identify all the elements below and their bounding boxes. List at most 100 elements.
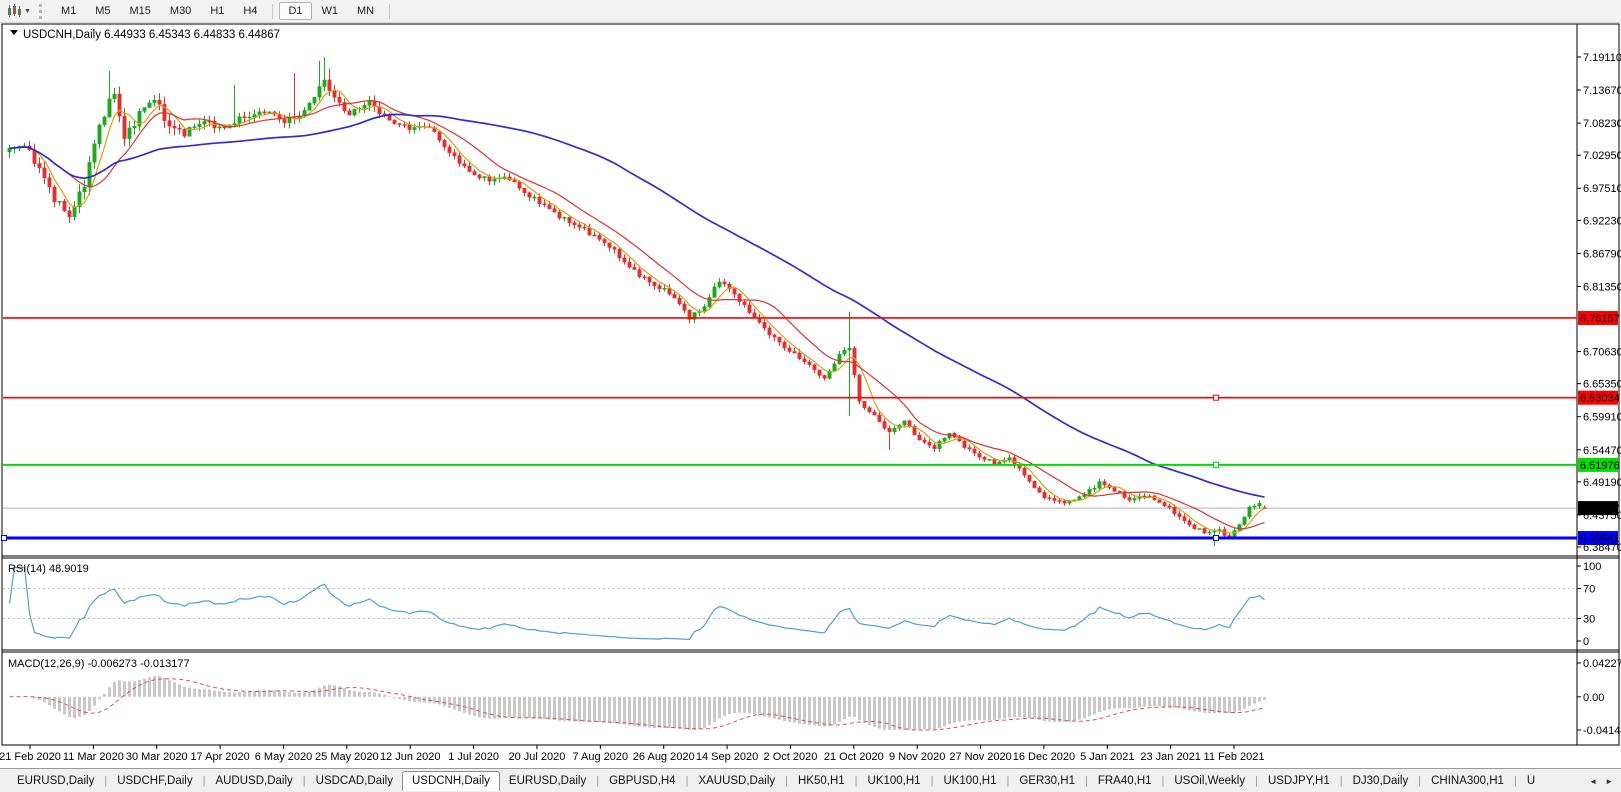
date-label: 23 Jan 2021: [1140, 751, 1201, 763]
price-tick-label: 6.81350: [1583, 281, 1621, 293]
tab-separator: |: [1339, 774, 1343, 787]
price-tick-label: 7.08230: [1583, 118, 1621, 130]
macd-signal-line: [9, 678, 1265, 731]
level-price-badge: [1578, 390, 1618, 405]
level-marker[interactable]: [1213, 461, 1219, 468]
tab-gbpusd-h4[interactable]: GBPUSD,H4: [609, 774, 676, 787]
level-marker[interactable]: [1213, 394, 1219, 401]
tab-uk100-h1[interactable]: UK100,H1: [943, 774, 997, 787]
level-price-badge-label: 6.39941: [1580, 533, 1620, 545]
tab-audusd-daily[interactable]: AUDUSD,Daily: [215, 774, 293, 787]
tab-usdchf-daily[interactable]: USDCHF,Daily: [117, 774, 193, 787]
current-price-badge-label: 6.44867: [1580, 503, 1620, 515]
level-marker[interactable]: [1, 535, 7, 542]
tab-eurusd-daily[interactable]: EURUSD,Daily: [17, 774, 95, 787]
toolbar-separator: [389, 3, 391, 19]
date-label: 20 Jul 2020: [509, 751, 566, 763]
tab-usdcad-daily[interactable]: USDCAD,Daily: [315, 774, 393, 787]
level-price-badge-label: 6.51976: [1580, 460, 1620, 472]
date-label: 7 Aug 2020: [572, 751, 628, 763]
timeframe-button-w1[interactable]: W1: [313, 2, 348, 20]
date-label: 21 Feb 2020: [0, 751, 61, 763]
tab-scroll-left-icon[interactable]: ◄: [1589, 776, 1598, 786]
macd-scale-label: 0.00: [1583, 692, 1604, 704]
date-label: 16 Dec 2020: [1013, 751, 1075, 763]
date-label: 5 Jan 2021: [1080, 751, 1134, 763]
price-tick-label: 6.92230: [1583, 215, 1621, 227]
tab-u[interactable]: U: [1526, 774, 1536, 787]
timeframe-button-m30[interactable]: M30: [161, 2, 200, 20]
tab-usdcnh-daily[interactable]: USDCNH,Daily: [401, 770, 500, 791]
chart-title: USDCNH,Daily 6.44933 6.45343 6.44833 6.4…: [23, 29, 280, 41]
date-label: 17 Apr 2020: [190, 751, 249, 763]
tab-xauusd-daily[interactable]: XAUUSD,Daily: [698, 774, 776, 787]
tab-scroll-right-icon[interactable]: ►: [1605, 776, 1613, 786]
timeframe-button-m1[interactable]: M1: [52, 2, 85, 20]
macd-scale-label: 0.042275: [1583, 658, 1621, 670]
tab-separator: |: [1006, 774, 1010, 787]
level-price-badge-label: 6.63034: [1580, 393, 1620, 405]
date-label: 1 Jul 2020: [448, 751, 499, 763]
price-tick-label: 6.70630: [1583, 347, 1621, 359]
date-label: 25 May 2020: [315, 751, 379, 763]
timeframe-button-h1[interactable]: H1: [201, 2, 233, 20]
chart-type-button[interactable]: ▼: [4, 4, 34, 18]
tab-eurusd-daily[interactable]: EURUSD,Daily: [508, 774, 587, 787]
tab-dj30-daily[interactable]: DJ30,Daily: [1352, 774, 1409, 787]
price-tick-label: 6.59910: [1583, 412, 1621, 424]
macd-label: MACD(12,26,9) -0.006273 -0.013177: [8, 658, 190, 670]
current-price-badge: [1578, 501, 1618, 516]
price-tick-label: 6.49190: [1583, 477, 1621, 489]
date-label: 30 Mar 2020: [126, 751, 188, 763]
timeframe-button-h4[interactable]: H4: [234, 2, 266, 20]
date-label: 6 May 2020: [255, 751, 312, 763]
tab-separator: |: [1418, 774, 1422, 787]
tab-hk50-h1[interactable]: HK50,H1: [797, 774, 845, 787]
tab-separator: |: [302, 774, 306, 787]
timeframe-button-m5[interactable]: M5: [86, 2, 119, 20]
tab-separator: |: [1513, 774, 1517, 787]
tab-usoil-weekly[interactable]: USOil,Weekly: [1174, 774, 1246, 787]
tab-separator: |: [202, 774, 206, 787]
window-menu-icon[interactable]: [10, 30, 18, 35]
timeframe-button-mn[interactable]: MN: [348, 2, 383, 20]
tab-separator: |: [1255, 774, 1258, 787]
macd-scale-label: -0.04148: [1583, 725, 1621, 737]
price-tick-label: 7.13670: [1583, 85, 1621, 97]
tab-separator: |: [1161, 774, 1165, 787]
tab-uk100-h1[interactable]: UK100,H1: [867, 774, 921, 787]
timeframe-button-m15[interactable]: M15: [121, 2, 160, 20]
level-marker[interactable]: [1213, 535, 1219, 542]
price-tick-label: 6.43750: [1583, 510, 1621, 522]
level-price-badge: [1578, 457, 1618, 472]
level-price-badge: [1578, 310, 1618, 325]
chart-frame: [1, 23, 1620, 746]
tab-separator: |: [104, 774, 108, 787]
price-tick-label: 7.19110: [1583, 52, 1621, 64]
tab-china300-h1[interactable]: CHINA300,H1: [1431, 774, 1504, 787]
ma-medium-line: [9, 99, 1265, 530]
tab-separator: |: [1084, 774, 1088, 787]
rsi-label: RSI(14) 48.9019: [8, 563, 89, 575]
tab-fra40-h1[interactable]: FRA40,H1: [1097, 774, 1152, 787]
rsi-scale-label: 0: [1583, 636, 1589, 648]
toolbar-grip[interactable]: [38, 3, 44, 19]
timeframe-button-d1[interactable]: D1: [279, 2, 312, 20]
tab-separator: |: [596, 774, 600, 787]
date-label: 11 Feb 2021: [1204, 751, 1265, 763]
tab-separator: |: [785, 774, 788, 787]
timeframe-toolbar: ▼ M1 M5 M15 M30 H1 H4 D1 W1 MN: [0, 0, 1621, 23]
date-label: 11 Mar 2020: [63, 751, 124, 763]
candlestick-chart-icon: [8, 4, 21, 17]
tab-separator: |: [930, 774, 934, 787]
rsi-scale-label: 100: [1583, 561, 1601, 573]
date-label: 21 Oct 2020: [824, 751, 884, 763]
rsi-line: [8, 566, 1265, 641]
tab-scroll-arrows: ◄ ►: [1585, 770, 1621, 792]
tab-usdjpy-h1[interactable]: USDJPY,H1: [1267, 774, 1330, 787]
price-tick-label: 6.86790: [1583, 248, 1621, 260]
chevron-down-icon[interactable]: ▼: [24, 7, 31, 15]
level-price-badge: [1578, 531, 1618, 546]
tab-ger30-h1[interactable]: GER30,H1: [1019, 774, 1075, 787]
